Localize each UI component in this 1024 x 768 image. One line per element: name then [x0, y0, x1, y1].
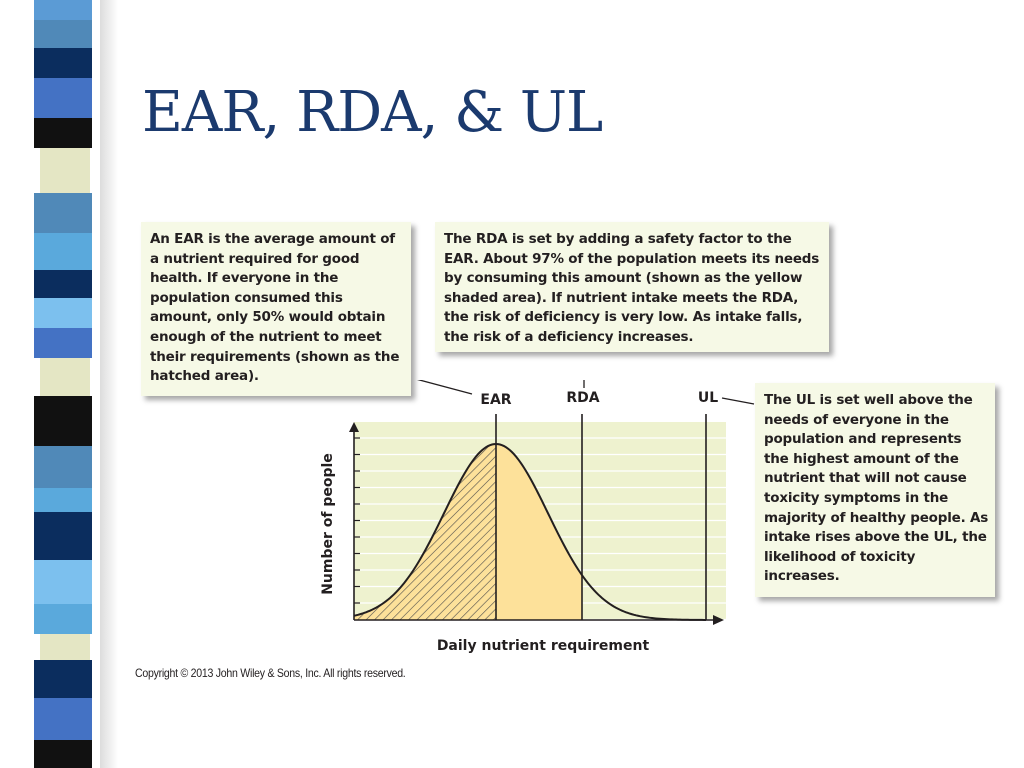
callout-rda-pre: The [444, 231, 476, 247]
callout-rda-term: RDA [475, 231, 508, 247]
stripe-block [34, 48, 92, 78]
stripe-block [34, 512, 92, 560]
stripe-block [34, 446, 92, 488]
ul-label: UL [698, 390, 718, 406]
distribution-diagram: EAR RDA UL Daily nutrient requirement Nu… [320, 380, 755, 654]
stripe-block [34, 560, 92, 604]
slide-title: EAR, RDA, & UL [142, 80, 603, 145]
ear-leader-line [416, 380, 473, 395]
stripe-block [34, 270, 92, 298]
stripe-block [34, 396, 92, 446]
stripe-block [34, 118, 92, 148]
callout-ear-text: is the average amount of a nutrient requ… [150, 231, 400, 385]
stripe-block [34, 193, 92, 233]
decorative-stripe [0, 0, 118, 768]
callout-ul-term: UL [795, 392, 816, 408]
stripe-block [34, 604, 92, 634]
stripe-block [34, 233, 92, 270]
ul-leader-line [721, 397, 755, 405]
callout-ear-term: EAR [174, 231, 204, 247]
callout-rda-text: is set by adding a safety factor to the … [444, 231, 820, 345]
callout-rda: The RDA is set by adding a safety factor… [435, 222, 829, 352]
stripe-block [34, 328, 92, 358]
stripe-block [34, 20, 92, 48]
stripe-block [34, 298, 92, 328]
hatched-area [354, 444, 496, 620]
stripe-block [34, 488, 92, 512]
x-axis-arrow [713, 615, 724, 625]
distribution-curve [353, 442, 707, 621]
stripe-block [34, 0, 92, 20]
y-axis-label: Number of people [320, 453, 336, 595]
rda-label: RDA [566, 390, 599, 406]
stripe-block [34, 698, 92, 740]
ear-label: EAR [480, 392, 511, 408]
callout-ear-pre: An [150, 231, 175, 247]
callout-ear: An EAR is the average amount of a nutrie… [141, 222, 411, 396]
stripe-block [34, 740, 92, 768]
x-axis-label: Daily nutrient requirement [437, 638, 650, 654]
callout-ul-pre: The [764, 392, 796, 408]
stripe-block [40, 358, 90, 396]
callout-ul-text: is set well above the needs of everyone … [764, 392, 989, 585]
stripe-block [40, 148, 90, 193]
callout-ul: The UL is set well above the needs of ev… [755, 383, 995, 597]
copyright-notice: Copyright © 2013 John Wiley & Sons, Inc.… [135, 666, 406, 680]
stripe-block [34, 660, 92, 698]
rda-shaded-area [496, 444, 582, 620]
stripe-block [34, 78, 92, 118]
y-axis-arrow [349, 422, 359, 432]
stripe-block [40, 634, 90, 660]
stripe-pattern [34, 0, 92, 768]
